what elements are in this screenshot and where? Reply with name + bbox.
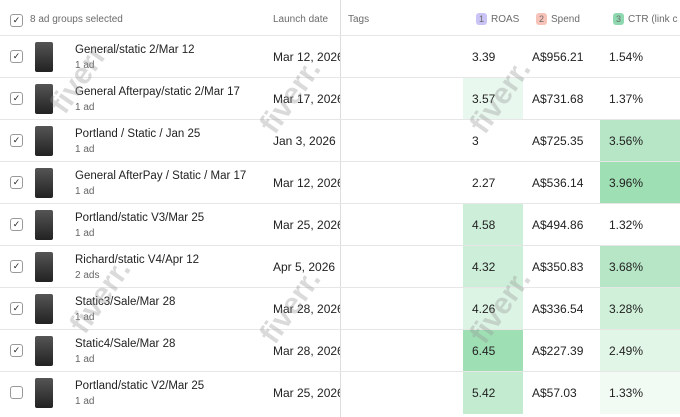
row-checkbox[interactable]: ✓ (10, 176, 23, 189)
metric-header[interactable]: 1 ROAS (476, 13, 534, 25)
thumbnail (35, 42, 53, 72)
row-checkbox[interactable]: ✓ (10, 92, 23, 105)
roas: 4.26 (463, 288, 523, 330)
roas: 5.42 (463, 372, 523, 414)
ctr: 2.49% (600, 330, 680, 372)
spend: A$57.03 (532, 386, 577, 400)
ad-group-name: General/static 2/Mar 12 (75, 44, 195, 56)
thumbnail (35, 378, 53, 408)
table-row[interactable]: Portland/static V2/Mar 25 1 ad Mar 25, 202… (0, 371, 680, 414)
spend: A$536.14 (532, 176, 584, 190)
row-checkbox[interactable]: ✓ (10, 50, 23, 63)
ad-group-name: Static3/Sale/Mar 28 (75, 296, 176, 308)
spend: A$350.83 (532, 260, 584, 274)
roas: 3.57 (463, 78, 523, 120)
thumbnail (35, 294, 53, 324)
spend: A$336.54 (532, 302, 584, 316)
ad-group-name: Static4/Sale/Mar 28 (75, 338, 176, 350)
ad-group-name: Portland / Static / Jan 25 (75, 128, 201, 140)
ctr: 1.37% (609, 92, 644, 106)
table-row[interactable]: ✓ General Afterpay/static 2/Mar 17 1 ad Mar… (0, 77, 680, 120)
ctr: 3.96% (600, 162, 680, 204)
metric-header[interactable]: 3 CTR (link c (613, 13, 680, 25)
ad-group-name: Portland/static V2/Mar 25 (75, 380, 205, 392)
launch-date: Mar 25, 2026 (273, 386, 340, 400)
ad-group-name: Portland/static V3/Mar 25 (75, 212, 205, 224)
spend: A$494.86 (532, 218, 584, 232)
thumbnail (35, 252, 53, 282)
thumbnail (35, 210, 53, 240)
row-checkbox[interactable]: ✓ (10, 302, 23, 315)
metric-badge: 3 (613, 13, 624, 25)
metric-label: ROAS (491, 14, 520, 25)
launch-date: Mar 12, 2026 (273, 176, 340, 190)
ad-count: 1 ad (75, 186, 95, 197)
ad-count: 1 ad (75, 228, 95, 239)
spend: A$227.39 (532, 344, 584, 358)
ad-count: 1 ad (75, 312, 95, 323)
thumbnail (35, 168, 53, 198)
launch-date-header[interactable]: Launch date (273, 14, 329, 25)
launch-date: Jan 3, 2026 (273, 134, 336, 148)
thumbnail (35, 84, 53, 114)
ctr: 3.56% (600, 120, 680, 162)
roas: 4.32 (463, 246, 523, 288)
ad-count: 2 ads (75, 270, 100, 281)
ad-count: 1 ad (75, 144, 95, 155)
table-row[interactable]: ✓ Static3/Sale/Mar 28 1 ad Mar 28, 2026 4.26… (0, 287, 680, 330)
launch-date: Mar 25, 2026 (273, 218, 340, 232)
launch-date: Mar 17, 2026 (273, 92, 340, 106)
row-checkbox[interactable]: ✓ (10, 344, 23, 357)
row-checkbox[interactable]: ✓ (10, 218, 23, 231)
spend: A$731.68 (532, 92, 584, 106)
column-divider (340, 0, 341, 417)
table-row[interactable]: ✓ General/static 2/Mar 12 1 ad Mar 12, 2026… (0, 35, 680, 78)
ctr: 1.33% (600, 372, 680, 414)
table-row[interactable]: ✓ General AfterPay / Static / Mar 17 1 ad M… (0, 161, 680, 204)
table-row[interactable]: ✓ Richard/static V4/Apr 12 2 ads Apr 5, 202… (0, 245, 680, 288)
ctr: 3.68% (600, 246, 680, 288)
metric-header[interactable]: 2 Spend (536, 13, 594, 25)
roas: 4.58 (463, 204, 523, 246)
tags-header[interactable]: Tags (348, 14, 370, 25)
roas: 3 (472, 134, 479, 148)
table-row[interactable]: ✓ Portland/static V3/Mar 25 1 ad Mar 25, 20… (0, 203, 680, 246)
ctr: 3.28% (600, 288, 680, 330)
ad-group-name: General AfterPay / Static / Mar 17 (75, 170, 247, 182)
ad-count: 1 ad (75, 60, 95, 71)
launch-date: Mar 28, 2026 (273, 344, 340, 358)
ad-count: 1 ad (75, 102, 95, 113)
ctr: 1.54% (609, 50, 644, 64)
launch-date: Apr 5, 2026 (273, 260, 336, 274)
table-row[interactable]: ✓ Portland / Static / Jan 25 1 ad Jan 3, 20… (0, 119, 680, 162)
ad-count: 1 ad (75, 354, 95, 365)
ad-group-name: Richard/static V4/Apr 12 (75, 254, 200, 266)
metric-badge: 2 (536, 13, 547, 25)
roas: 2.27 (472, 176, 496, 190)
ad-count: 1 ad (75, 396, 95, 407)
thumbnail (35, 336, 53, 366)
launch-date: Mar 12, 2026 (273, 50, 340, 64)
row-checkbox[interactable]: ✓ (10, 134, 23, 147)
metric-label: Spend (551, 14, 580, 25)
select-all-checkbox[interactable]: ✓ (10, 14, 23, 27)
launch-date: Mar 28, 2026 (273, 302, 340, 316)
metric-label: CTR (link c (628, 14, 678, 25)
ctr: 1.32% (609, 218, 644, 232)
row-checkbox[interactable] (10, 386, 23, 399)
table-row[interactable]: ✓ Static4/Sale/Mar 28 1 ad Mar 28, 2026 6.45… (0, 329, 680, 372)
roas: 6.45 (463, 330, 523, 372)
metric-badge: 1 (476, 13, 487, 25)
roas: 3.39 (472, 50, 496, 64)
row-checkbox[interactable]: ✓ (10, 260, 23, 273)
spend: A$725.35 (532, 134, 584, 148)
spend: A$956.21 (532, 50, 584, 64)
selection-count: 8 ad groups selected (30, 14, 123, 25)
ad-group-name: General Afterpay/static 2/Mar 17 (75, 86, 240, 98)
thumbnail (35, 126, 53, 156)
